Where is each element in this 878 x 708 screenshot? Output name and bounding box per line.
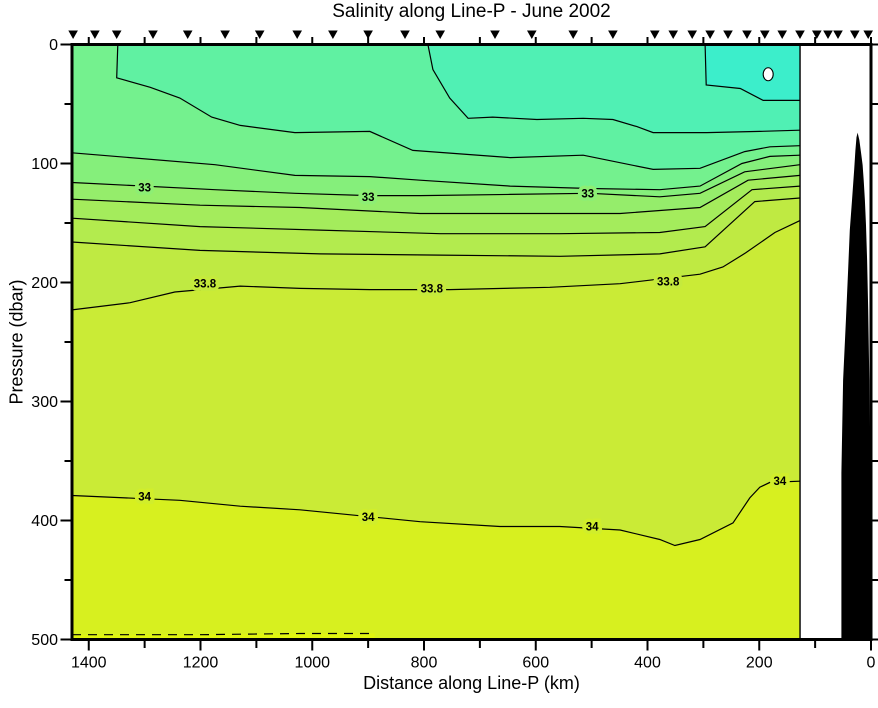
- closed-contour-cell: [762, 67, 774, 82]
- station-marker-icon: [650, 30, 660, 39]
- station-marker-icon: [490, 30, 500, 39]
- contour-label: 33.8: [194, 279, 217, 291]
- station-marker-icon: [148, 30, 158, 39]
- contour-label: 34: [138, 492, 151, 504]
- station-marker-icon: [90, 30, 100, 39]
- contour-label: 34: [362, 512, 375, 524]
- station-marker-icon: [812, 30, 822, 39]
- station-markers: [68, 30, 873, 39]
- x-tick-label: 200: [746, 655, 773, 672]
- contour-lines: [71, 44, 801, 640]
- contour-label: 33.8: [421, 283, 444, 295]
- x-tick-label: 1000: [294, 655, 330, 672]
- station-marker-icon: [608, 30, 618, 39]
- station-marker-icon: [328, 30, 338, 39]
- contour-label: 33: [362, 192, 375, 204]
- station-marker-icon: [777, 30, 787, 39]
- station-marker-icon: [254, 30, 265, 39]
- contour-label: 33: [581, 188, 594, 200]
- x-tick-label: 400: [634, 655, 661, 672]
- contour-label: 33.8: [657, 276, 680, 288]
- y-tick-label: 500: [31, 632, 58, 649]
- x-tick-label: 1200: [183, 655, 219, 672]
- station-marker-icon: [400, 30, 410, 39]
- x-tick-label: 800: [411, 655, 438, 672]
- station-marker-icon: [850, 30, 860, 39]
- y-tick-label: 400: [31, 513, 58, 530]
- chart-title: Salinity along Line-P - June 2002: [332, 1, 611, 22]
- axis-ticks: [60, 37, 878, 651]
- station-marker-icon: [833, 30, 843, 39]
- station-marker-icon: [823, 30, 833, 39]
- y-tick-label: 0: [49, 37, 58, 54]
- x-tick-labels: 1400 1200 1000 800 600 400 200 0: [71, 655, 876, 672]
- contour-label: 34: [586, 521, 599, 533]
- station-marker-icon: [182, 30, 193, 39]
- y-tick-label: 200: [31, 275, 58, 292]
- contour-label: 33: [138, 182, 151, 194]
- x-tick-label: 0: [867, 655, 876, 672]
- x-axis-title: Distance along Line-P (km): [363, 673, 580, 693]
- contour-fill-bands: [72, 44, 801, 640]
- x-tick-label: 1400: [71, 655, 107, 672]
- station-marker-icon: [527, 30, 537, 39]
- station-marker-icon: [863, 30, 873, 39]
- x-tick-label: 600: [522, 655, 549, 672]
- y-tick-label: 300: [31, 394, 58, 411]
- bathymetry-silhouette: [841, 132, 871, 640]
- station-marker-icon: [760, 30, 770, 39]
- station-marker-icon: [687, 30, 697, 39]
- axis-frame: [70, 43, 873, 641]
- contour-labels: 33 33 33 33.8 33.8 33.8 34 34 34 34: [135, 179, 791, 537]
- station-marker-icon: [723, 30, 733, 39]
- station-marker-icon: [795, 30, 805, 39]
- station-marker-icon: [742, 30, 752, 39]
- station-marker-icon: [435, 30, 445, 39]
- station-marker-icon: [68, 30, 78, 39]
- contour-label: 34: [774, 476, 787, 488]
- station-marker-icon: [111, 30, 122, 39]
- station-marker-icon: [220, 30, 230, 39]
- station-marker-icon: [668, 30, 678, 39]
- station-marker-icon: [705, 30, 715, 39]
- station-marker-icon: [292, 30, 302, 39]
- y-tick-label: 100: [31, 156, 58, 173]
- y-tick-labels: 0 100 200 300 400 500: [31, 37, 58, 649]
- station-marker-icon: [568, 30, 578, 39]
- station-marker-icon: [363, 30, 373, 39]
